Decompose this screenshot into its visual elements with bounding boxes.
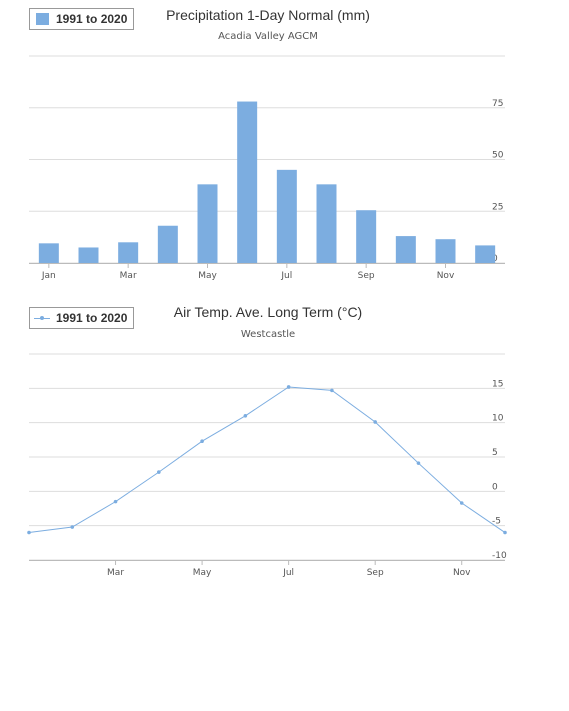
precip-bar xyxy=(38,243,59,263)
temp-chart-subtitle: Westcastle xyxy=(240,329,296,340)
temp-chart-title: Air Temp. Ave. Long Term (°C) xyxy=(173,304,363,320)
temp-point xyxy=(503,530,507,535)
temp-y-tick-label: -5 xyxy=(492,517,501,527)
precip-y-tick-label: 50 xyxy=(492,151,504,161)
precip-bar xyxy=(237,101,258,263)
temp-y-tick-label: 0 xyxy=(492,482,498,492)
temp-x-tick-label: Sep xyxy=(367,568,384,578)
temp-y-tick-label: -10 xyxy=(492,551,507,561)
precip-bar xyxy=(197,184,218,263)
precip-bar xyxy=(475,245,496,263)
precip-x-tick-label: May xyxy=(198,271,217,281)
temp-point xyxy=(200,439,204,444)
precip-x-tick-label: Jan xyxy=(41,271,56,281)
temp-point xyxy=(70,525,75,529)
temp-y-tick-label: 5 xyxy=(492,448,498,458)
temp-point xyxy=(286,385,291,389)
precip-x-tick-label: Jul xyxy=(280,271,292,281)
temp-y-tick-label: 10 xyxy=(492,414,504,424)
temp-point xyxy=(459,501,464,505)
precip-y-tick-label: 75 xyxy=(492,99,503,109)
precip-x-tick-label: Nov xyxy=(437,271,455,281)
precip-legend[interactable]: 1991 to 2020 xyxy=(29,8,135,30)
precip-bar xyxy=(356,210,377,263)
temp-plot: -10 -5 0 5 10 15 Mar May Jul Sep Nov xyxy=(27,353,507,578)
temp-x-tick-label: Nov xyxy=(453,568,471,578)
precip-bar xyxy=(316,184,337,263)
temp-x-tick-label: Jul xyxy=(282,568,294,578)
precipitation-chart: 1991 to 2020 Precipitation 1-Day Normal … xyxy=(0,0,569,300)
precip-plot: 0255075JanMarMayJulSepNov xyxy=(29,55,505,281)
temp-legend[interactable]: 1991 to 2020 xyxy=(29,307,135,329)
air-temp-chart: 1991 to 2020 Air Temp. Ave. Long Term (°… xyxy=(0,300,569,590)
precip-bar xyxy=(118,242,139,263)
precip-bar xyxy=(78,247,99,263)
temp-point xyxy=(330,388,334,393)
temp-point xyxy=(27,530,31,535)
temp-point xyxy=(243,414,248,418)
temp-point xyxy=(416,461,421,465)
temp-point xyxy=(113,499,118,504)
precip-x-tick-label: Sep xyxy=(358,271,375,281)
temp-y-tick-label: 15 xyxy=(492,379,503,389)
precip-chart-title: Precipitation 1-Day Normal (mm) xyxy=(166,7,370,23)
precip-chart-subtitle: Acadia Valley AGCM xyxy=(218,31,318,42)
temp-point xyxy=(373,420,377,424)
precip-bar xyxy=(395,236,416,263)
temp-series-line xyxy=(28,386,506,534)
precip-x-tick-label: Mar xyxy=(120,271,137,281)
temp-point xyxy=(157,470,161,474)
precip-bar xyxy=(157,225,178,263)
precip-bar xyxy=(276,169,297,263)
precip-y-tick-label: 25 xyxy=(492,202,503,212)
precip-legend-label: 1991 to 2020 xyxy=(56,12,128,26)
temp-x-tick-label: May xyxy=(193,568,212,578)
temp-legend-label: 1991 to 2020 xyxy=(56,311,128,325)
precip-bar xyxy=(435,239,456,263)
temp-x-tick-label: Mar xyxy=(107,568,124,578)
temp-legend-swatch xyxy=(34,312,50,324)
precip-legend-swatch xyxy=(36,13,49,25)
